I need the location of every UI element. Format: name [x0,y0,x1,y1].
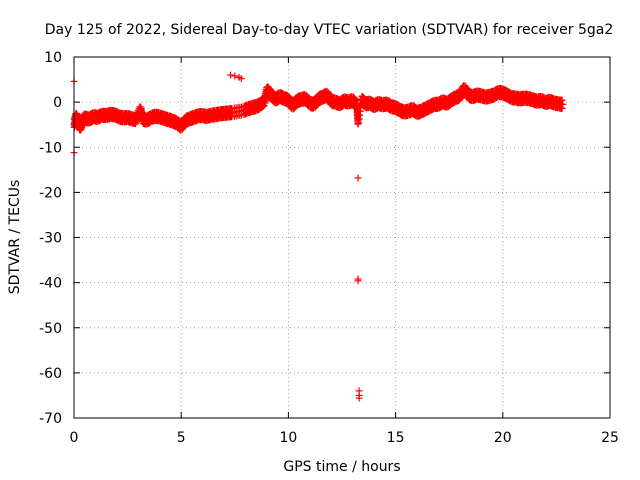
data-point [354,277,362,285]
x-tick-label: 5 [177,430,186,446]
y-tick-label: -30 [39,231,62,247]
x-tick-label: 15 [387,430,405,446]
axis-tick-labels: 0 5 10 15 20 25 -70 -60 -50 -40 -30 -20 -10 0 10 [39,50,619,446]
y-tick-label: -40 [39,276,62,292]
data-point [227,71,235,79]
data-point [354,174,362,182]
axis-ticks [73,56,611,419]
y-axis-label: SDTVAR / TECUs [7,180,23,295]
data-point-band [352,97,360,105]
x-tick-label: 25 [601,430,619,446]
x-axis-label: GPS time / hours [283,459,400,475]
data-point-band [558,96,566,104]
x-tick-label: 0 [70,430,79,446]
y-tick-label: -70 [39,411,62,427]
x-tick-label: 20 [494,430,512,446]
y-tick-label: 10 [44,50,62,66]
y-tick-label: -10 [39,140,62,156]
data-points [70,71,567,402]
y-tick-label: 0 [53,95,62,111]
data-point [231,72,239,80]
y-tick-label: -60 [39,366,62,382]
data-point [237,75,245,83]
y-tick-label: -50 [39,321,62,337]
data-point [355,394,363,402]
x-tick-label: 10 [279,430,297,446]
data-point-band [352,96,360,104]
chart-title: Day 125 of 2022, Sidereal Day-to-day VTE… [45,22,614,38]
y-tick-label: -20 [39,185,62,201]
